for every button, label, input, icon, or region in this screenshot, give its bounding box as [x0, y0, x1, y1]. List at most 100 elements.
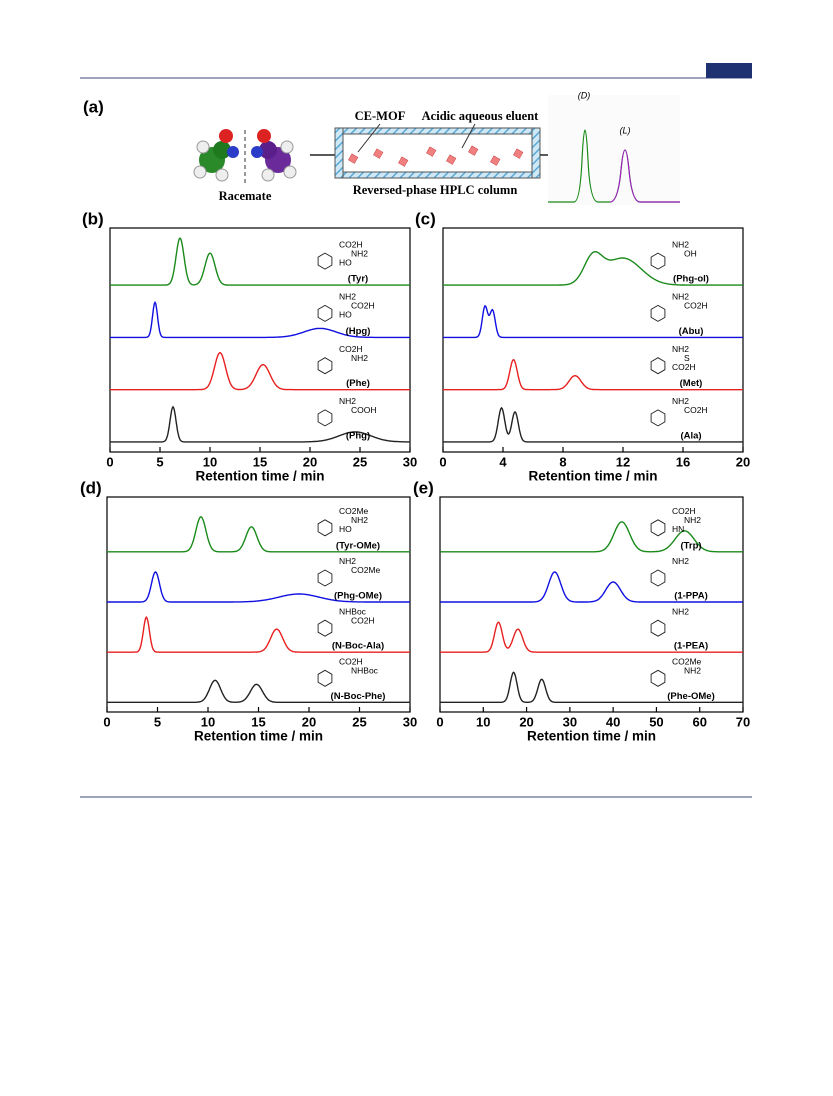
chromatogram-trace: [107, 616, 410, 653]
structure-fragment: NH2: [672, 344, 689, 354]
compound-name: (Phg-ol): [673, 274, 709, 285]
structure-fragment: CO2H: [351, 301, 375, 311]
compound-name: (Trp): [680, 540, 701, 551]
benzene-ring: [650, 619, 666, 637]
structure-fragment: CO2Me: [351, 565, 381, 575]
structure-fragment: CO2H: [351, 615, 375, 625]
plot-frame: [439, 496, 744, 713]
compound-name: (Met): [680, 378, 703, 389]
panel-label: (e): [413, 478, 434, 497]
column-wall: [334, 171, 541, 179]
x-tick-label: 20: [303, 454, 317, 469]
x-tick-label: 10: [201, 714, 215, 729]
structure-fragment: CO2H: [672, 506, 696, 516]
compound-name: (Phe): [346, 378, 370, 389]
x-tick-label: 20: [519, 714, 533, 729]
structure-fragment: NHBoc: [351, 666, 379, 676]
panel-label: (c): [415, 209, 436, 228]
chromatogram-trace: [110, 300, 410, 339]
benzene-ring: [317, 669, 333, 687]
benzene-ring: [317, 519, 333, 537]
compound-name: (Phg-OMe): [334, 591, 382, 602]
structure-fragment: CO2H: [672, 362, 696, 372]
x-tick-label: 60: [692, 714, 706, 729]
structure-fragment: NH2: [672, 556, 689, 566]
x-axis-label: Retention time / min: [194, 729, 323, 744]
inset: [548, 95, 680, 205]
x-tick-label: 50: [649, 714, 663, 729]
x-tick-label: 5: [156, 454, 163, 469]
structure-fragment: HO: [339, 310, 352, 320]
structure-fragment: CO2Me: [339, 506, 369, 516]
x-tick-label: 15: [253, 454, 267, 469]
x-tick-label: 70: [736, 714, 750, 729]
x-tick-label: 12: [616, 454, 630, 469]
benzene-ring: [650, 569, 666, 587]
structure-fragment: NH2: [351, 248, 368, 258]
pointer: [461, 123, 476, 149]
x-tick-label: 0: [106, 454, 113, 469]
structure-fragment: CO2H: [684, 405, 708, 415]
panel-label: (a): [83, 97, 104, 116]
structure-fragment: HO: [339, 257, 352, 267]
x-axis-label: Retention time / min: [527, 729, 656, 744]
compound-name: (Ala): [680, 430, 701, 441]
pointer: [357, 123, 381, 153]
mof-particles: [348, 145, 524, 167]
x-tick-label: 8: [559, 454, 566, 469]
chromatogram-trace: [107, 516, 410, 553]
compound-name: (N-Boc-Ala): [332, 641, 384, 652]
benzene-ring: [650, 409, 666, 427]
compound-name: (Hpg): [346, 326, 371, 337]
benzene-ring: [317, 252, 333, 270]
x-axis-label: Retention time / min: [195, 469, 324, 484]
x-tick-label: 40: [606, 714, 620, 729]
structure-fragment: NH2: [672, 239, 689, 249]
x-tick-label: 25: [353, 454, 367, 469]
chromatogram-trace: [107, 679, 410, 703]
structure-fragment: CO2H: [684, 301, 708, 311]
chromatogram-trace: [440, 571, 743, 603]
panel-a: (a) Racemate CE-MOF Acidic aqueous eluen…: [83, 90, 680, 205]
peak-l-label: (L): [620, 125, 631, 135]
inset-trace: [609, 149, 680, 203]
structure-fragment: CO2H: [339, 657, 363, 667]
structure-fragment: CO2H: [339, 344, 363, 354]
structure-fragment: COOH: [351, 405, 377, 415]
benzene-ring: [650, 669, 666, 687]
peak-d-label: (D): [578, 90, 591, 100]
structure-fragment: HN: [672, 524, 684, 534]
x-tick-label: 30: [403, 714, 417, 729]
compound-name: (Tyr): [348, 274, 368, 285]
x-tick-label: 4: [499, 454, 507, 469]
structure: NH2 (1-PPA): [650, 556, 708, 602]
structure-fragment: NH2: [672, 396, 689, 406]
compound-name: (Phe-OMe): [667, 691, 715, 702]
column-end: [531, 127, 541, 179]
x-tick-label: 0: [103, 714, 110, 729]
panel-label: (d): [80, 478, 102, 497]
column-wall: [334, 127, 541, 135]
x-tick-label: 0: [436, 714, 443, 729]
eluent-label: Acidic aqueous eluent: [422, 109, 540, 123]
structure-fragment: NH2: [672, 606, 689, 616]
x-tick-label: 15: [251, 714, 265, 729]
compound-name: (N-Boc-Phe): [331, 691, 386, 702]
structure-fragment: NH2: [684, 666, 701, 676]
benzene-ring: [317, 409, 333, 427]
compound-name: (1-PEA): [674, 641, 708, 652]
column: [334, 127, 541, 179]
racemate-molecules: [193, 129, 297, 185]
structure-fragment: NH2: [339, 292, 356, 302]
plot-frame: [106, 496, 411, 713]
benzene-ring: [317, 619, 333, 637]
